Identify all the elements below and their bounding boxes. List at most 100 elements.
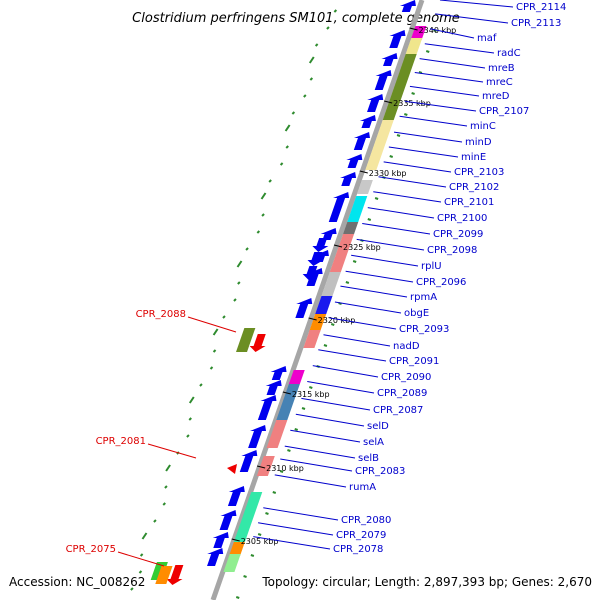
gc-skew-mark xyxy=(291,111,296,115)
gene-label: maf xyxy=(477,33,497,44)
label-leader-line xyxy=(334,301,402,314)
gene-label: minD xyxy=(465,137,492,148)
gc-skew-mark xyxy=(330,323,335,326)
gc-skew-mark xyxy=(233,298,237,302)
label-leader-line xyxy=(258,522,334,536)
gene-arrow xyxy=(320,228,337,240)
gene-arrow xyxy=(359,115,376,128)
gene-label: CPR_2089 xyxy=(377,388,427,399)
gc-skew-mark xyxy=(374,197,379,200)
label-leader-line xyxy=(307,381,375,394)
label-leader-line xyxy=(435,13,509,24)
label-leader-line xyxy=(290,429,361,443)
gc-skew-mark xyxy=(287,449,291,452)
gc-skew-mark xyxy=(165,464,171,472)
feature-block xyxy=(329,256,347,272)
gene-label: CPR_2093 xyxy=(399,324,449,335)
gc-skew-mark xyxy=(222,315,226,319)
label-leader-line xyxy=(409,85,480,97)
gc-skew-mark xyxy=(162,502,166,506)
gc-skew-mark xyxy=(186,434,190,438)
feature-track xyxy=(150,0,427,585)
scale-tick xyxy=(409,27,418,31)
gene-arrow xyxy=(312,238,329,252)
scale-tick xyxy=(359,170,368,174)
gc-skew-mark xyxy=(188,417,192,421)
gene-label: selB xyxy=(358,453,379,464)
gc-skew-mark xyxy=(396,134,401,137)
feature-block xyxy=(321,272,341,296)
gc-skew-mark xyxy=(345,281,350,284)
gc-skew-mark xyxy=(333,9,338,13)
gc-skew-mark xyxy=(314,43,319,47)
gene-arrow xyxy=(328,192,350,222)
gc-skew-mark xyxy=(285,145,289,149)
label-leader-line xyxy=(323,334,391,347)
gene-label: CPR_2114 xyxy=(516,2,566,13)
label-leader-line xyxy=(263,507,339,521)
gene-label: radC xyxy=(497,48,521,59)
gene-label: rpmA xyxy=(410,292,437,303)
gc-skew-mark xyxy=(279,162,284,166)
label-leader-line xyxy=(187,316,237,333)
gene-label: CPR_2113 xyxy=(511,18,561,29)
gc-skew-mark xyxy=(257,533,262,536)
feature-block xyxy=(155,566,173,584)
feature-block xyxy=(256,456,275,476)
scale-tick xyxy=(308,317,317,321)
gc-skew-mark xyxy=(279,470,284,473)
label-leader-line xyxy=(312,365,379,378)
feature-block xyxy=(276,384,300,420)
scale-tick xyxy=(231,538,240,542)
label-leader-line xyxy=(399,115,468,127)
gc-skew-mark xyxy=(243,575,247,578)
gene-label: CPR_2088 xyxy=(136,309,186,320)
label-leader-line xyxy=(295,413,365,427)
gc-skew-mark xyxy=(418,71,423,74)
label-leader-line xyxy=(274,474,347,488)
gene-label: CPR_2087 xyxy=(373,405,423,416)
feature-block xyxy=(303,330,321,348)
label-leader-line xyxy=(419,58,486,69)
feature-block xyxy=(365,120,394,170)
label-leader-line xyxy=(362,223,431,235)
gene-arrow xyxy=(248,425,267,448)
scale-tick xyxy=(333,244,343,248)
feature-block xyxy=(233,492,263,542)
gene-label: mreC xyxy=(486,77,513,88)
feature-block xyxy=(266,420,288,448)
gene-arrow xyxy=(340,172,357,186)
scale-tick-label: 2310 kbp xyxy=(266,464,304,473)
gc-skew-mark xyxy=(164,485,168,489)
gene-label: CPR_2078 xyxy=(333,544,383,555)
scale-tick-label: 2315 kbp xyxy=(292,390,330,399)
label-leader-line xyxy=(439,0,514,8)
feature-block xyxy=(382,70,412,120)
gc-skew-mark xyxy=(323,344,328,347)
gene-label: CPR_2083 xyxy=(355,466,405,477)
gene-arrow xyxy=(239,450,258,472)
gene-label: CPR_2098 xyxy=(427,245,477,256)
gc-skew-mark xyxy=(404,113,408,116)
feature-block xyxy=(347,196,368,222)
label-leader-line xyxy=(117,551,165,567)
gc-skew-mark xyxy=(261,213,265,217)
scale-tick-label: 2305 kbp xyxy=(241,537,279,546)
gc-skew-mark xyxy=(130,587,134,591)
scale-tick-label: 2325 kbp xyxy=(343,243,381,252)
label-leader-line xyxy=(424,43,495,54)
feature-block xyxy=(315,296,333,314)
gc-skew-mark xyxy=(245,247,249,251)
gene-arrow xyxy=(295,298,313,318)
gc-skew-mark xyxy=(209,366,214,370)
gc-skew-mark xyxy=(309,77,314,81)
gene-label: obgE xyxy=(404,308,429,319)
gc-skew-mark xyxy=(188,396,195,404)
gc-skew-mark xyxy=(153,519,157,523)
label-leader-line xyxy=(147,443,197,459)
gene-arrow xyxy=(265,380,282,395)
label-leader-line xyxy=(383,161,452,173)
feature-block xyxy=(308,314,327,332)
gene-label: CPR_2081 xyxy=(96,436,146,447)
gene-arrow xyxy=(367,94,384,112)
